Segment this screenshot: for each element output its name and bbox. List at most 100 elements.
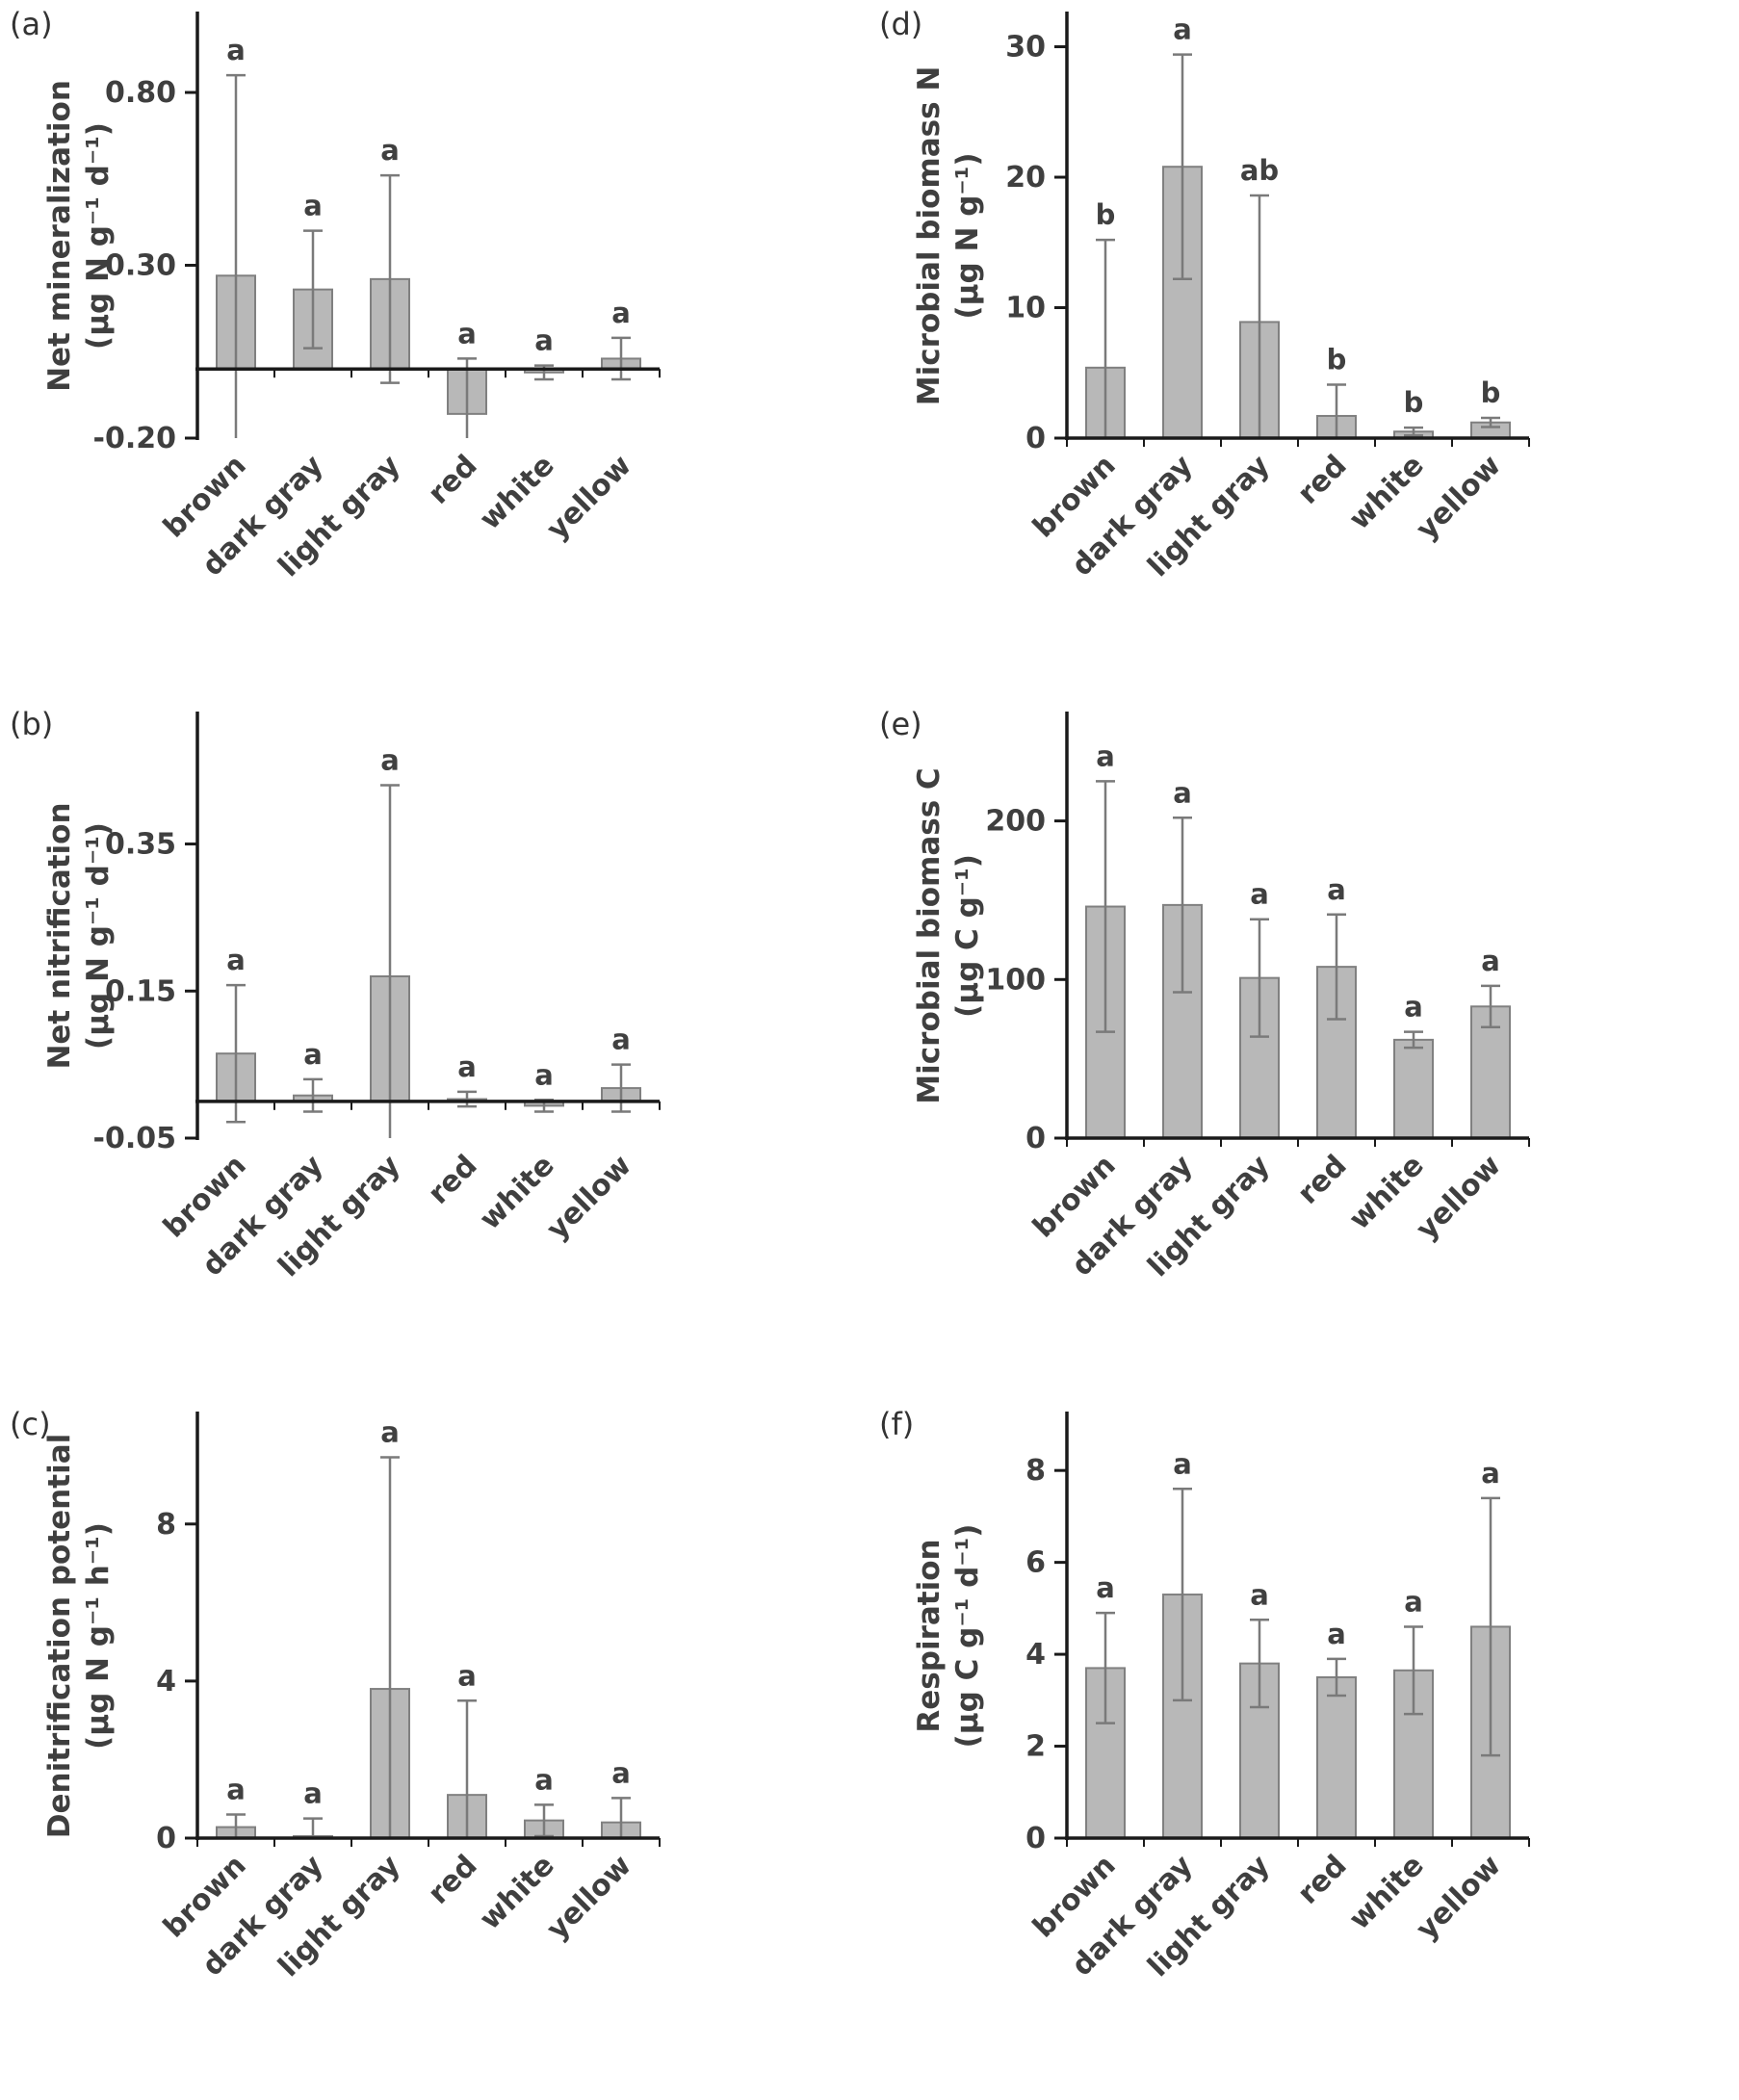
y-axis-units: (µg N g⁻¹ h⁻¹) [81, 1522, 116, 1750]
sig-letter: a [1250, 878, 1269, 911]
sig-letter: a [534, 324, 554, 357]
sig-letter: a [457, 317, 477, 350]
sig-letter: a [303, 1777, 323, 1810]
bar-red [1316, 1675, 1357, 1840]
y-axis-units: (µg N g⁻¹) [950, 153, 985, 320]
panel-f: (f) Respiration (µg C g⁻¹ d⁻¹) a brown a dark… [870, 1400, 1739, 2100]
y-tick-label: 0 [156, 1822, 176, 1855]
chart-canvas-d: Microbial biomass N (µg N g⁻¹) bbrownadark… [912, 12, 1530, 583]
y-tick-label: 100 [985, 963, 1046, 997]
y-tick-label: 0.30 [105, 249, 176, 283]
panel-label-c: (c) [10, 1406, 51, 1442]
x-category-label: yellow [1410, 1849, 1508, 1947]
sig-letter: ab [1240, 154, 1279, 187]
sig-letter: a [1173, 1447, 1192, 1480]
sig-letter: a [380, 1415, 400, 1448]
y-tick-label: 4 [1025, 1638, 1046, 1672]
panel-d: (d) Microbial biomass N (µg N g⁻¹) b brown a… [870, 0, 1739, 700]
y-tick-label: 200 [985, 805, 1046, 839]
sig-letter: a [1481, 1457, 1500, 1490]
bar-white [1393, 1038, 1434, 1139]
x-category-label: yellow [1410, 1149, 1508, 1247]
sig-letter: a [1481, 945, 1500, 977]
sig-letter: a [380, 134, 400, 167]
chart-canvas-a: Net mineralization (µg N g⁻¹ d⁻¹)abrownad… [42, 12, 661, 583]
y-tick-label: 6 [1025, 1546, 1046, 1580]
y-tick-label: 0 [1025, 422, 1046, 455]
y-tick-label: 20 [1005, 161, 1046, 194]
sig-letter: a [1250, 1578, 1269, 1611]
sig-letter: a [457, 1050, 477, 1083]
sig-letter: a [303, 190, 323, 222]
panel-label-f: (f) [879, 1406, 915, 1442]
y-tick-label: 30 [1005, 31, 1046, 65]
y-axis-title: Respiration [912, 1539, 947, 1732]
sig-letter: b [1481, 376, 1501, 409]
sig-letter: a [226, 1774, 246, 1806]
y-tick-label: -0.05 [93, 1122, 176, 1155]
sig-letter: a [226, 34, 246, 66]
sig-letter: a [534, 1763, 554, 1796]
sig-letter: a [380, 743, 400, 776]
x-category-label: red [1291, 1849, 1354, 1911]
y-axis-title: Net nitrification [42, 802, 77, 1069]
sig-letter: a [1173, 13, 1192, 46]
sig-letter: a [1173, 776, 1192, 809]
sig-letter: b [1096, 198, 1116, 231]
sig-letter: a [611, 1756, 631, 1789]
bar-white [1393, 1669, 1434, 1839]
panel-a: (a) Net mineralization (µg N g⁻¹ d⁻¹) a bro… [0, 0, 870, 700]
sig-letter: a [303, 1038, 323, 1071]
sig-letter: a [611, 297, 631, 329]
y-axis-title: Microbial biomass C [912, 767, 947, 1103]
y-tick-label: 0 [1025, 1122, 1046, 1155]
chart-canvas-c: Denitrification potential (µg N g⁻¹ h⁻¹) a… [42, 1412, 661, 1983]
x-category-label: yellow [540, 1849, 638, 1947]
sig-letter: a [611, 1024, 631, 1056]
sig-letter: a [226, 944, 246, 976]
panel-c: (c) Denitrification potential (µg N g⁻¹ h… [0, 1400, 870, 2100]
sig-letter: a [1096, 739, 1115, 772]
x-category-label: red [422, 1149, 484, 1211]
x-category-label: yellow [1410, 449, 1508, 547]
sig-letter: a [1404, 991, 1423, 1024]
sig-letter: a [1404, 1585, 1423, 1618]
x-category-label: red [1291, 449, 1354, 511]
sig-letter: a [534, 1058, 554, 1091]
y-axis-title: Microbial biomass N [912, 66, 947, 406]
y-axis-title: Denitrification potential [42, 1434, 77, 1838]
panel-label-e: (e) [879, 706, 922, 742]
y-tick-label: 2 [1025, 1730, 1046, 1764]
panel-label-a: (a) [10, 6, 53, 42]
chart-canvas-b: Net nitrification (µg N g⁻¹ d⁻¹) abrownada… [42, 712, 661, 1283]
y-axis-units: (µg C g⁻¹) [950, 854, 985, 1018]
sig-letter: a [457, 1659, 477, 1692]
x-category-label: yellow [540, 449, 638, 547]
y-tick-label: 0 [1025, 1822, 1046, 1855]
y-tick-label: 8 [156, 1508, 176, 1542]
y-tick-label: 4 [156, 1665, 176, 1698]
panel-e: (e) Microbial biomass C (µg C g⁻¹) a brown a… [870, 700, 1739, 1400]
x-category-label: yellow [540, 1149, 638, 1247]
y-tick-label: -0.20 [93, 422, 176, 455]
sig-letter: b [1404, 386, 1424, 419]
y-axis-units: (µg N g⁻¹ d⁻¹) [81, 122, 116, 350]
y-tick-label: 8 [1025, 1454, 1046, 1488]
y-tick-label: 0.80 [105, 76, 176, 110]
y-tick-label: 10 [1005, 292, 1046, 325]
sig-letter: a [1327, 1618, 1346, 1650]
sig-letter: a [1096, 1571, 1115, 1604]
y-axis-units: (µg N g⁻¹ d⁻¹) [81, 822, 116, 1050]
x-category-label: red [422, 449, 484, 511]
x-category-label: red [422, 1849, 484, 1911]
y-axis-units: (µg C g⁻¹ d⁻¹) [950, 1524, 985, 1749]
y-axis-title: Net mineralization [42, 80, 77, 392]
sig-letter: b [1327, 343, 1347, 376]
y-tick-label: 0.35 [105, 828, 176, 862]
panel-label-d: (d) [879, 6, 923, 42]
panel-b: (b) Net nitrification (µg N g⁻¹ d⁻¹) a brow… [0, 700, 870, 1400]
panel-label-b: (b) [10, 706, 54, 742]
sig-letter: a [1327, 873, 1346, 906]
